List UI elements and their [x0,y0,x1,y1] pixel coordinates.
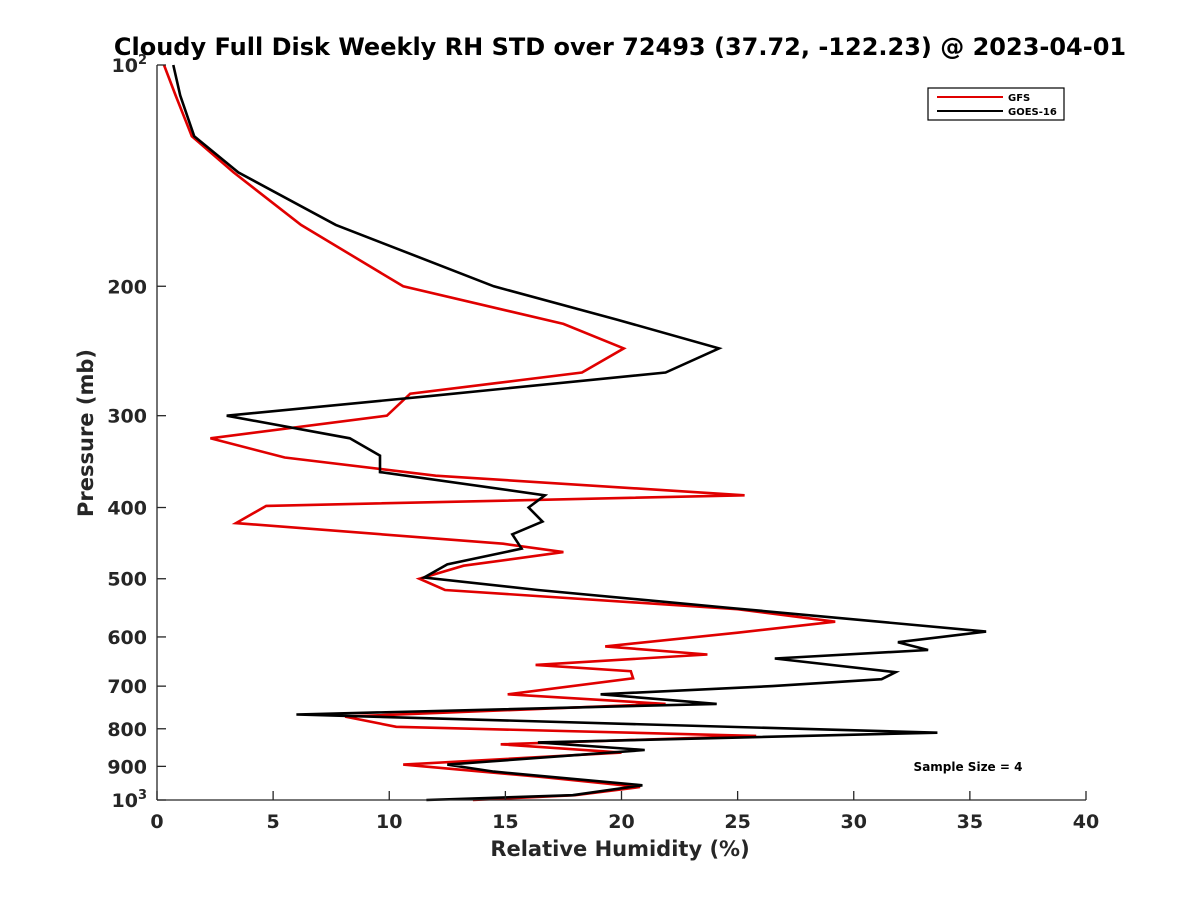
y-tick-label: 400 [107,498,147,520]
x-tick-label: 15 [492,811,518,833]
legend-label-goes16: GOES-16 [1008,107,1057,118]
x-tick-label: 20 [608,811,634,833]
y-tick-label: 300 [107,406,147,428]
x-tick-label: 40 [1073,811,1099,833]
x-tick-label: 10 [376,811,402,833]
y-tick-label: 800 [107,719,147,741]
legend-label-gfs: GFS [1008,93,1030,104]
y-tick-label: 200 [107,276,147,298]
sample-size-annotation: Sample Size = 4 [914,760,1023,774]
x-tick-label: 0 [150,811,163,833]
x-tick-label: 35 [957,811,983,833]
series-line-goes-16 [172,64,987,802]
x-tick-label: 25 [724,811,750,833]
y-tick-label: 500 [107,569,147,591]
axes-layer [156,65,1086,801]
legend: GFS GOES-16 [927,87,1065,121]
legend-box [927,87,1065,121]
x-axis-label: Relative Humidity (%) [490,837,749,861]
chart-title: Cloudy Full Disk Weekly RH STD over 7249… [114,33,1126,61]
y-tick-label: 102 [112,53,148,77]
y-axis-label: Pressure (mb) [74,349,98,517]
y-tick-label: 700 [107,676,147,698]
series-line-gfs [162,64,836,802]
y-tick-label: 103 [112,788,148,812]
x-tick-label: 5 [267,811,280,833]
x-tick-label: 30 [841,811,867,833]
series-layer [162,64,987,802]
y-tick-label: 600 [107,627,147,649]
ticks-layer: 0 5 10 15 20 25 30 35 40 102 200 300 400 500 600 700 800… [107,53,1099,833]
y-tick-label: 900 [107,756,147,778]
